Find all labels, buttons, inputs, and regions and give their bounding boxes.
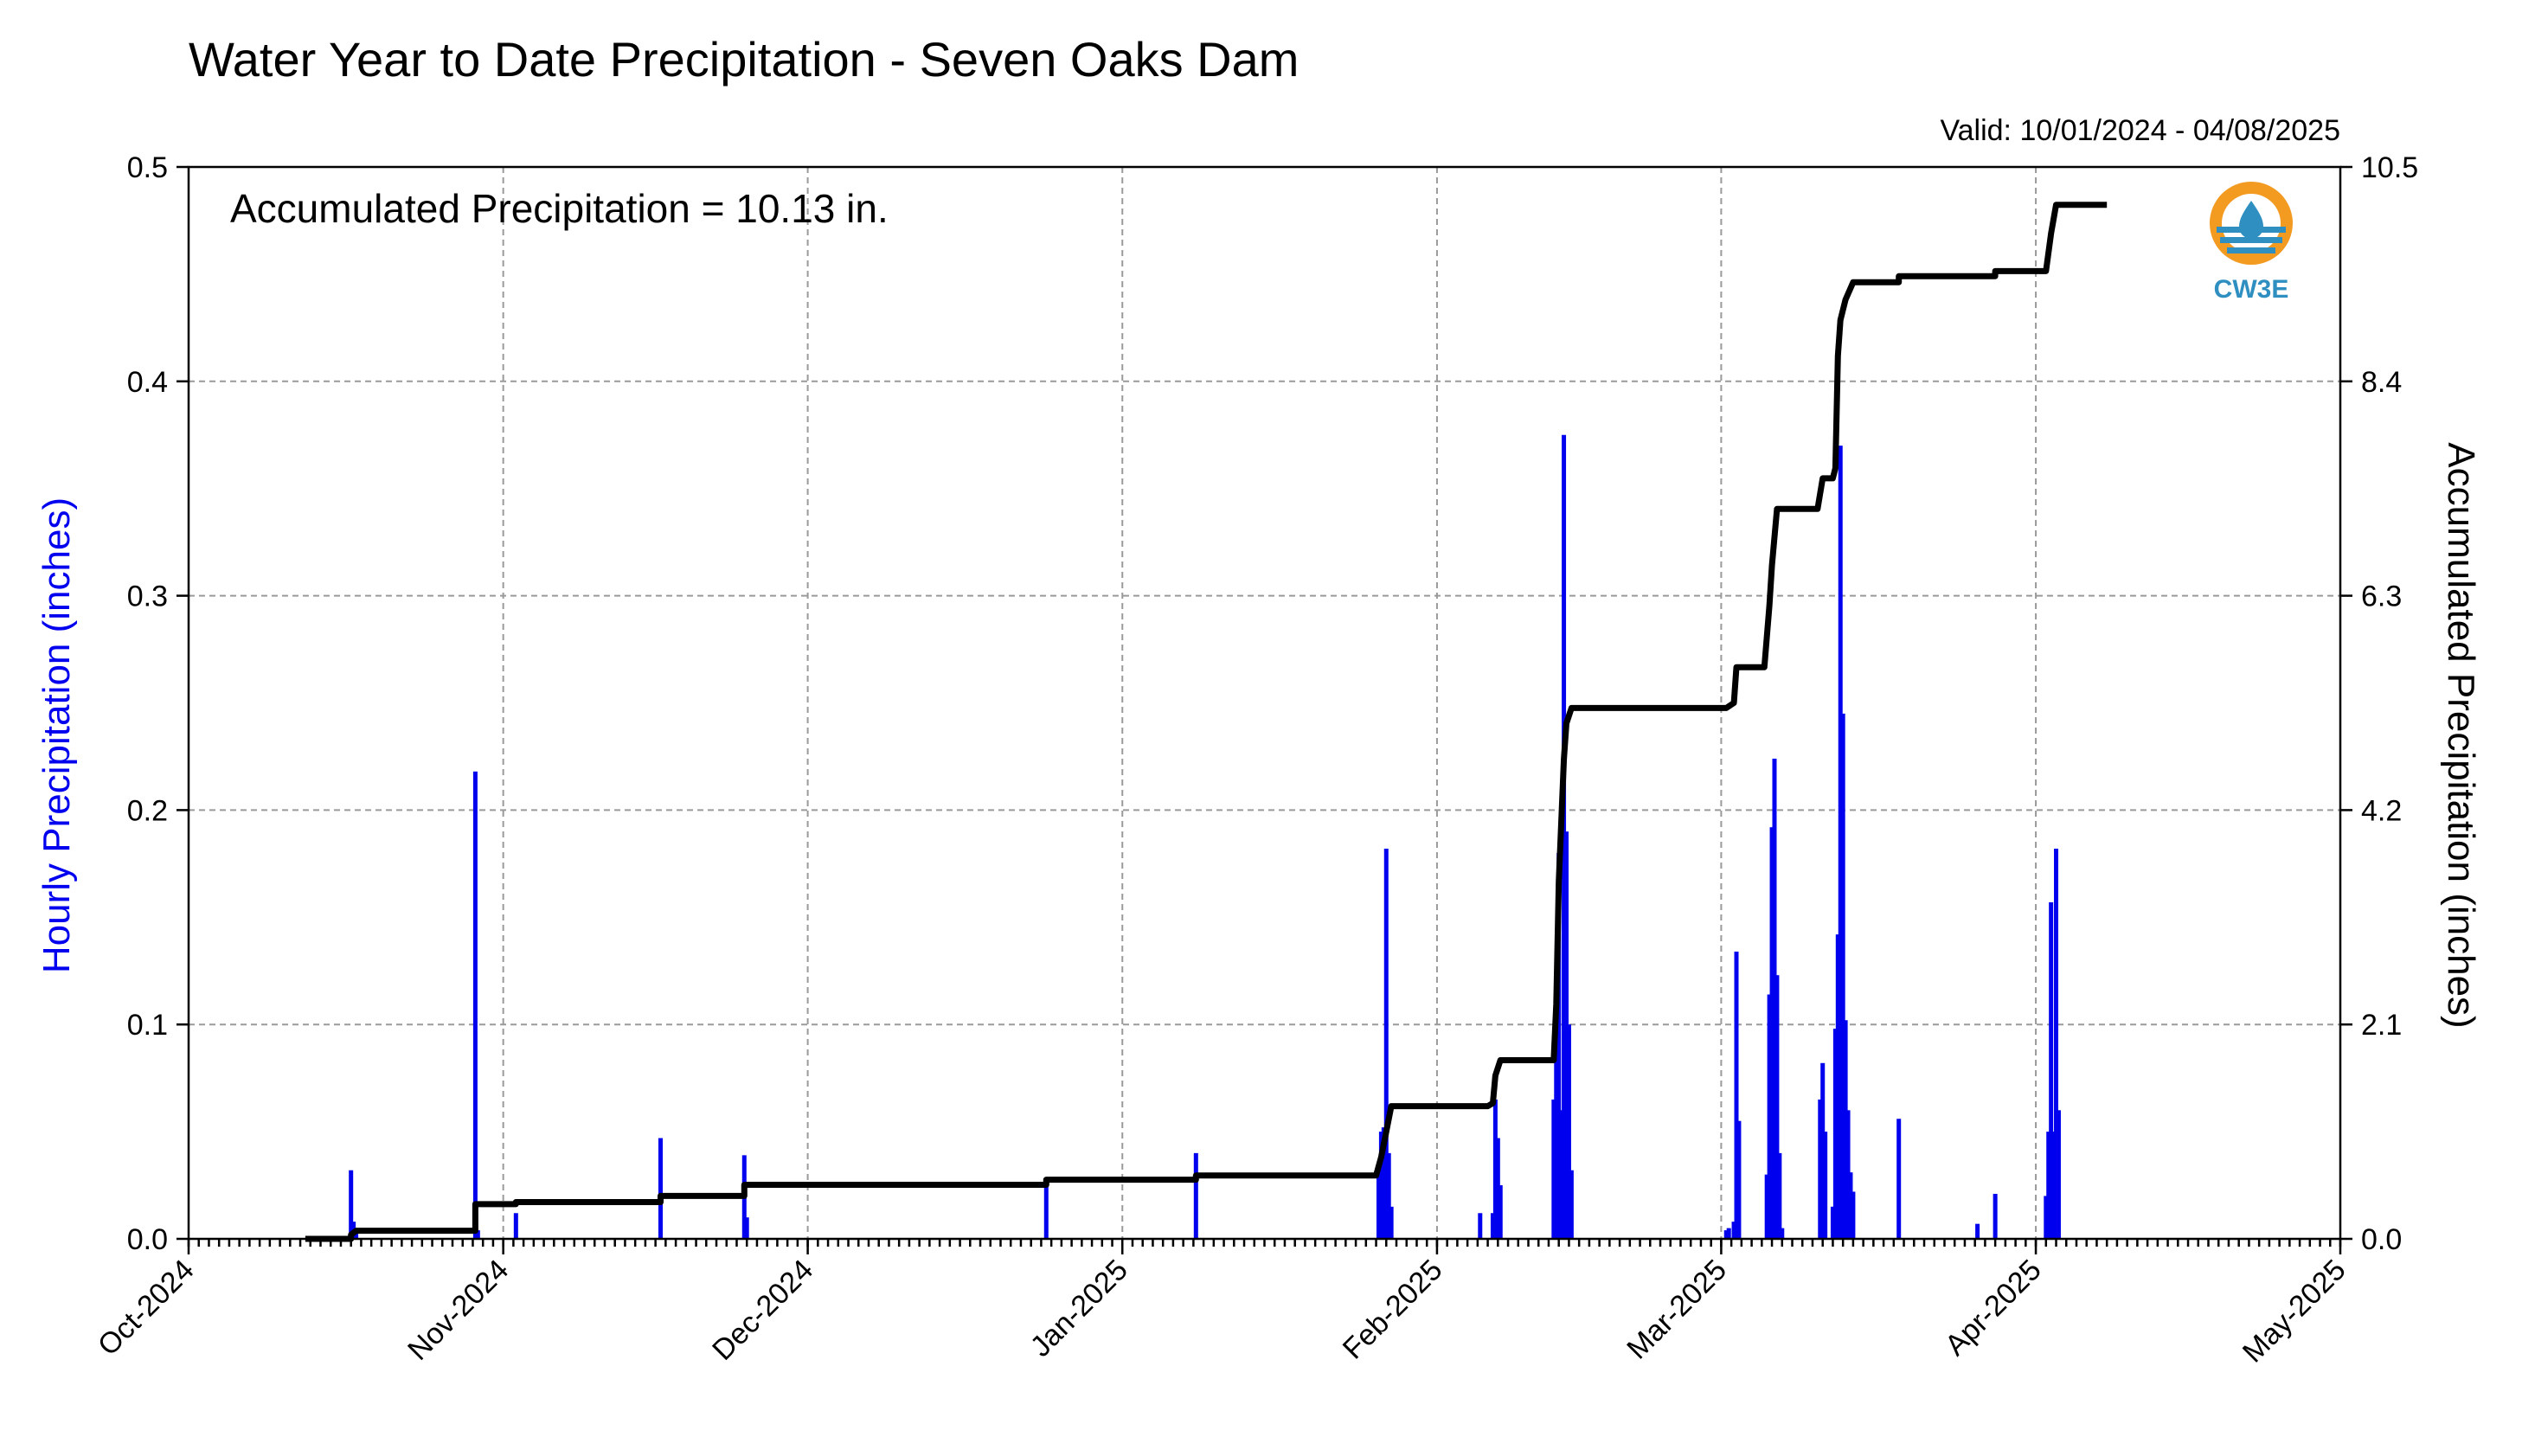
- hourly-bar: [1851, 1191, 1856, 1239]
- plot-border: [187, 165, 2342, 1241]
- hourly-bar: [1832, 1029, 1838, 1239]
- x-tick-label: Oct-2024: [92, 1254, 201, 1363]
- hourly-bar: [1562, 434, 1567, 1239]
- hourly-bar: [1896, 1119, 1902, 1239]
- hourly-bar: [1043, 1185, 1049, 1239]
- y-tick-label-right: 4.2: [2361, 794, 2402, 827]
- hourly-bar: [1492, 1099, 1498, 1239]
- hourly-bar: [1848, 1172, 1853, 1239]
- hourly-bar: [1774, 975, 1780, 1239]
- hourly-bar: [2054, 849, 2059, 1239]
- x-tick-label: May-2025: [2236, 1254, 2352, 1369]
- accumulated-line-group: [305, 202, 2108, 1242]
- hourly-bar: [2056, 1110, 2061, 1239]
- hourly-bar: [2046, 1132, 2051, 1239]
- gridlines: [189, 167, 2340, 1239]
- y-tick-label-left: 0.5: [127, 151, 168, 184]
- x-tick-label: Apr-2025: [1939, 1254, 2048, 1363]
- hourly-bar: [1386, 1152, 1391, 1239]
- hourly-bar: [1381, 1127, 1386, 1239]
- hourly-bar: [1731, 1222, 1736, 1239]
- valid-range: Valid: 10/01/2024 - 04/08/2025: [1940, 114, 2340, 147]
- hourly-bar: [1551, 1099, 1556, 1239]
- hourly-bar: [513, 1213, 518, 1239]
- water-drop-icon: [2239, 201, 2263, 239]
- y-tick-label-right: 8.4: [2361, 366, 2402, 399]
- hourly-bar: [1780, 1228, 1785, 1239]
- cw3e-logo: CW3E: [2210, 182, 2293, 304]
- y-tick-label-right: 2.1: [2361, 1009, 2402, 1042]
- logo-wave-2: [2220, 237, 2282, 243]
- hourly-bar: [1975, 1223, 1980, 1239]
- hourly-bar: [1843, 1020, 1848, 1239]
- tick-labels: 0.0 0.1 0.2 0.3 0.4 0.5 0.0 2.1 4.2 6.3 8.4 10.5 Oct…: [92, 151, 2418, 1369]
- hourly-bar: [1498, 1185, 1503, 1239]
- y-tick-label-left: 0.0: [127, 1223, 168, 1256]
- chart-title: Water Year to Date Precipitation - Seven…: [189, 32, 1299, 87]
- x-tick-label: Jan-2025: [1024, 1254, 1134, 1363]
- y-axis-title-left: Hourly Precipitation (inches): [35, 497, 78, 973]
- hourly-bar: [744, 1217, 749, 1239]
- hourly-bar: [1736, 1120, 1742, 1239]
- y-tick-label-right: 6.3: [2361, 580, 2402, 613]
- hourly-bar: [1556, 852, 1562, 1239]
- y-tick-label-left: 0.1: [127, 1009, 168, 1042]
- x-tick-label: Dec-2024: [706, 1254, 819, 1367]
- hourly-bar: [1566, 1024, 1571, 1239]
- hourly-bar: [1838, 446, 1843, 1239]
- hourly-bar: [1835, 934, 1840, 1239]
- hourly-bar: [1378, 1132, 1383, 1239]
- hourly-bar: [1554, 981, 1559, 1239]
- x-tick-label: Nov-2024: [401, 1254, 515, 1367]
- hourly-bar: [2051, 1132, 2057, 1239]
- y-tick-label-left: 0.2: [127, 794, 168, 827]
- y-tick-label-right: 0.0: [2361, 1223, 2402, 1256]
- hourly-bar: [1734, 951, 1739, 1239]
- hourly-bar: [1389, 1206, 1394, 1239]
- hourly-bar: [1726, 1228, 1731, 1239]
- hourly-bar: [1564, 831, 1569, 1239]
- hourly-bar: [472, 771, 478, 1239]
- hourly-bar: [1845, 1110, 1851, 1239]
- logo-wave-3: [2227, 247, 2275, 253]
- accumulated-line: [305, 202, 2108, 1242]
- hourly-bar: [1777, 1152, 1782, 1239]
- hourly-bar: [1764, 1174, 1769, 1239]
- hourly-bar: [349, 1170, 354, 1239]
- hourly-bar: [1569, 1170, 1574, 1239]
- hourly-bar: [658, 1138, 663, 1239]
- hourly-bar: [1767, 994, 1772, 1239]
- x-tick-label: Mar-2025: [1620, 1254, 1733, 1366]
- hourly-bar: [1193, 1152, 1198, 1239]
- y-tick-label-left: 0.3: [127, 580, 168, 613]
- hourly-bar: [1818, 1099, 1823, 1239]
- hourly-bar: [1478, 1213, 1483, 1239]
- y-axis-title-right: Accumulated Precipitation (inches): [2440, 442, 2482, 1028]
- hourly-bar: [1383, 849, 1389, 1239]
- hourly-bar: [1769, 827, 1774, 1239]
- hourly-bar: [1840, 713, 1845, 1239]
- logo-label: CW3E: [2214, 275, 2289, 304]
- hourly-bar: [2049, 901, 2054, 1239]
- y-tick-label-left: 0.4: [127, 366, 168, 399]
- hourly-bar: [1830, 1206, 1835, 1239]
- hourly-bar: [1723, 1230, 1729, 1239]
- hourly-bar: [1495, 1138, 1500, 1239]
- hourly-bar: [1559, 1110, 1564, 1239]
- hourly-bar: [1993, 1193, 1998, 1239]
- hourly-bar: [1490, 1213, 1495, 1239]
- hourly-bar: [1376, 1174, 1381, 1239]
- accumulated-annotation: Accumulated Precipitation = 10.13 in.: [230, 186, 889, 231]
- hourly-bar: [1772, 758, 1777, 1239]
- y-tick-label-right: 10.5: [2361, 151, 2418, 184]
- hourly-bar: [475, 1230, 480, 1239]
- hourly-bar: [2044, 1196, 2049, 1239]
- axis-ticks: [176, 165, 2352, 1254]
- hourly-bars: [349, 434, 2061, 1239]
- hourly-bar: [1820, 1062, 1826, 1239]
- hourly-bar: [1823, 1132, 1828, 1239]
- x-tick-label: Feb-2025: [1337, 1254, 1449, 1366]
- plot-frame: [187, 165, 2342, 1241]
